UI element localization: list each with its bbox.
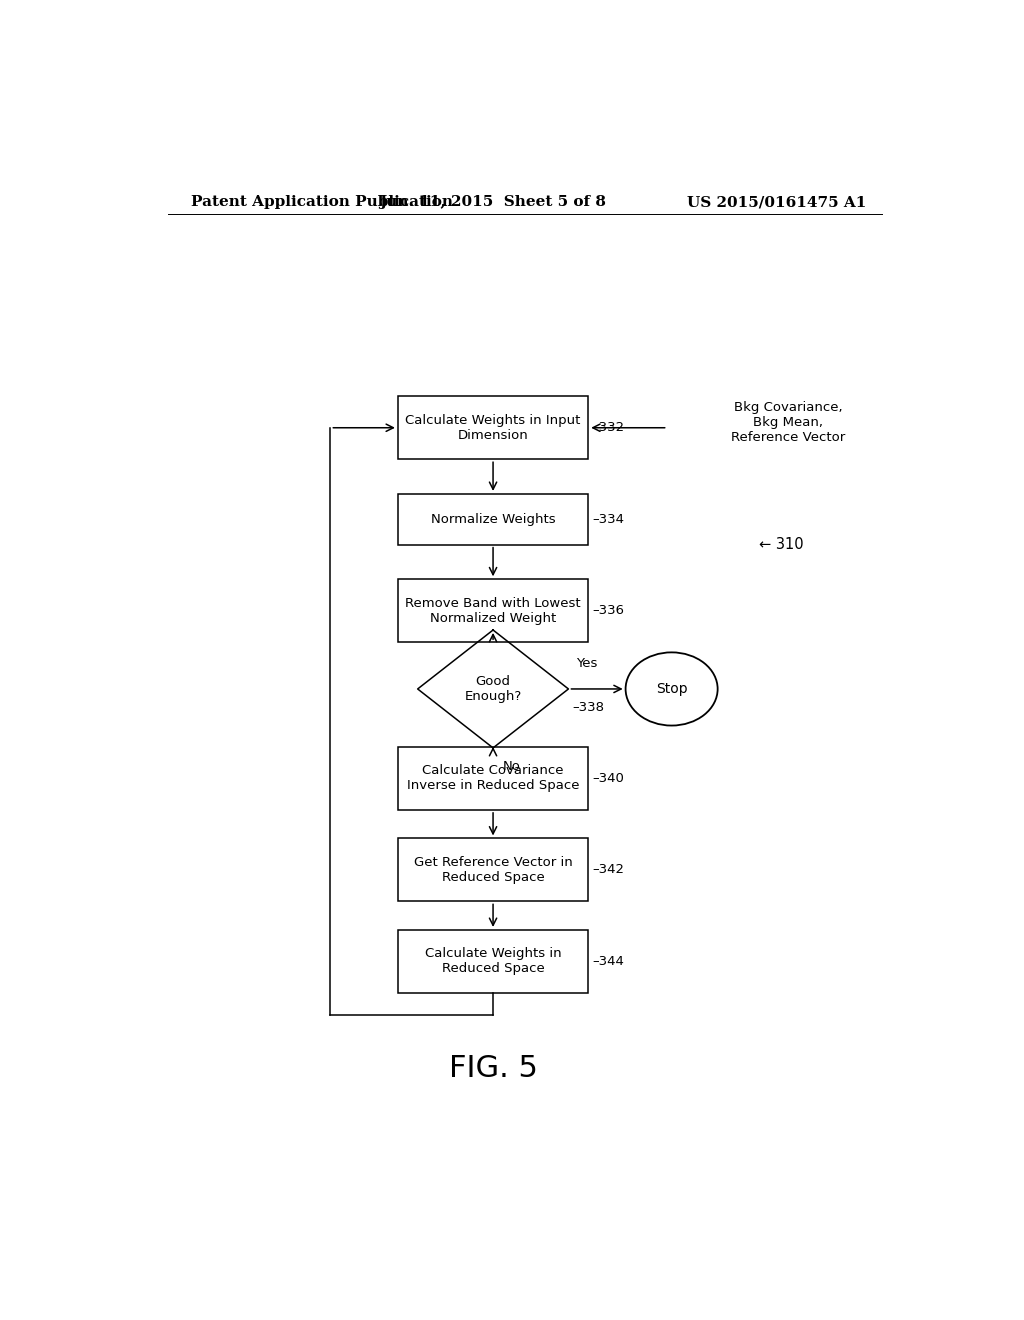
FancyBboxPatch shape [397, 838, 588, 902]
Ellipse shape [626, 652, 718, 726]
Text: US 2015/0161475 A1: US 2015/0161475 A1 [687, 195, 866, 209]
Text: Stop: Stop [655, 682, 687, 696]
Text: Get Reference Vector in
Reduced Space: Get Reference Vector in Reduced Space [414, 855, 572, 884]
Text: Calculate Weights in Input
Dimension: Calculate Weights in Input Dimension [406, 413, 581, 442]
Text: –338: –338 [572, 701, 604, 714]
Text: ← 310: ← 310 [759, 537, 804, 552]
Text: –344: –344 [592, 954, 625, 968]
Text: Good
Enough?: Good Enough? [465, 675, 521, 704]
Text: Calculate Weights in
Reduced Space: Calculate Weights in Reduced Space [425, 948, 561, 975]
FancyBboxPatch shape [397, 579, 588, 643]
Text: Bkg Covariance,
Bkg Mean,
Reference Vector: Bkg Covariance, Bkg Mean, Reference Vect… [731, 401, 846, 444]
Text: –332: –332 [592, 421, 625, 434]
Text: Yes: Yes [577, 657, 598, 671]
Text: –334: –334 [592, 512, 625, 525]
Text: –340: –340 [592, 772, 625, 785]
Text: FIG. 5: FIG. 5 [449, 1053, 538, 1082]
Text: Patent Application Publication: Patent Application Publication [191, 195, 454, 209]
FancyBboxPatch shape [397, 494, 588, 545]
Text: –336: –336 [592, 605, 625, 618]
FancyBboxPatch shape [397, 396, 588, 459]
Text: Normalize Weights: Normalize Weights [431, 512, 555, 525]
Text: Jun. 11, 2015  Sheet 5 of 8: Jun. 11, 2015 Sheet 5 of 8 [380, 195, 606, 209]
Text: –342: –342 [592, 863, 625, 876]
Text: Remove Band with Lowest
Normalized Weight: Remove Band with Lowest Normalized Weigh… [406, 597, 581, 624]
Polygon shape [418, 630, 568, 748]
FancyBboxPatch shape [397, 747, 588, 810]
FancyBboxPatch shape [397, 929, 588, 993]
Text: Calculate Covariance
Inverse in Reduced Space: Calculate Covariance Inverse in Reduced … [407, 764, 580, 792]
Text: No: No [503, 760, 520, 772]
